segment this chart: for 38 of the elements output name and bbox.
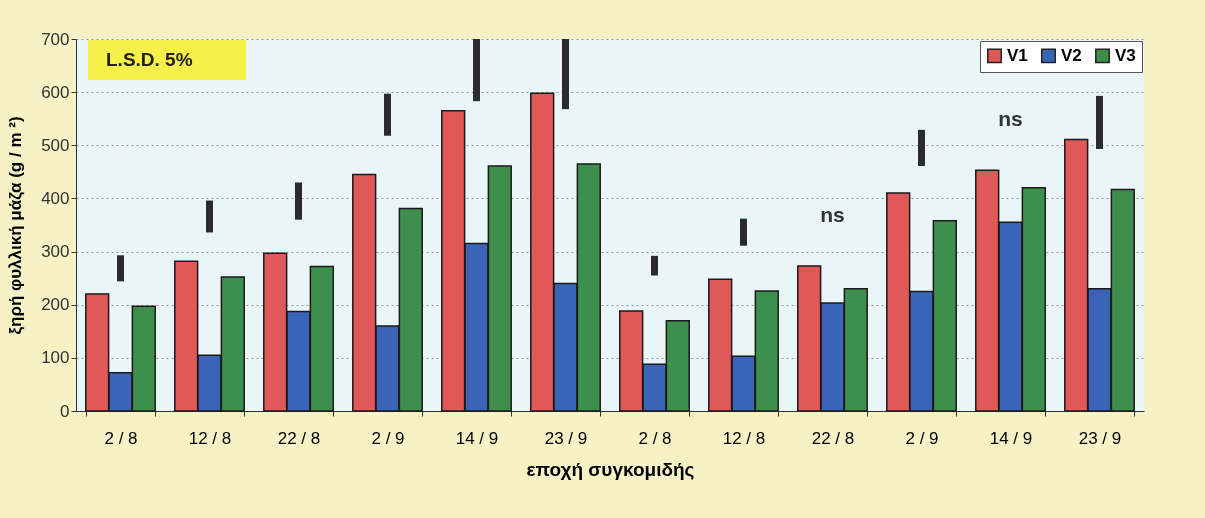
y-tick-label: 600 <box>41 82 70 102</box>
x-tick-label: 12 / 8 <box>722 428 766 448</box>
bar <box>473 39 480 102</box>
x-tick-label: 22 / 8 <box>811 428 855 448</box>
y-tick-label: 0 <box>60 401 70 421</box>
bar <box>918 129 925 167</box>
text: ns <box>998 107 1023 131</box>
bar <box>384 93 391 136</box>
annotation: L.S.D. 5% <box>106 49 193 71</box>
x-axis-title: εποχή συγκομιδής <box>526 458 695 480</box>
bar <box>562 39 569 110</box>
y-tick-label: 700 <box>41 29 70 49</box>
y-tick-label: 300 <box>41 242 70 262</box>
bar <box>295 182 302 220</box>
bar <box>651 255 658 276</box>
x-tick-label: 23 / 9 <box>544 428 588 448</box>
x-tick-label: 22 / 8 <box>277 428 321 448</box>
x-tick-label: 2 / 9 <box>371 428 405 448</box>
x-tick-label: 2 / 8 <box>104 428 138 448</box>
bar <box>117 255 124 282</box>
x-tick-label: 14 / 9 <box>989 428 1033 448</box>
x-tick-label: 12 / 8 <box>188 428 232 448</box>
y-axis-title: ξηρή φυλλική μάζα (g / m ²) <box>6 116 26 335</box>
x-tick-label: 23 / 9 <box>1078 428 1122 448</box>
y-tick-label: 100 <box>41 348 70 368</box>
y-tick-label: 400 <box>41 188 70 208</box>
bar <box>206 200 213 233</box>
text: ns <box>820 202 845 226</box>
legend-label: V1 <box>1007 45 1028 65</box>
legend-label: V3 <box>1115 45 1136 65</box>
bar <box>740 218 747 246</box>
x-tick-label: 2 / 9 <box>905 428 939 448</box>
x-tick-label: 2 / 8 <box>638 428 672 448</box>
y-tick-label: 200 <box>41 295 70 315</box>
legend-label: V2 <box>1061 45 1082 65</box>
bar <box>1096 95 1103 150</box>
y-tick-label: 500 <box>41 135 70 155</box>
x-tick-label: 14 / 9 <box>455 428 499 448</box>
